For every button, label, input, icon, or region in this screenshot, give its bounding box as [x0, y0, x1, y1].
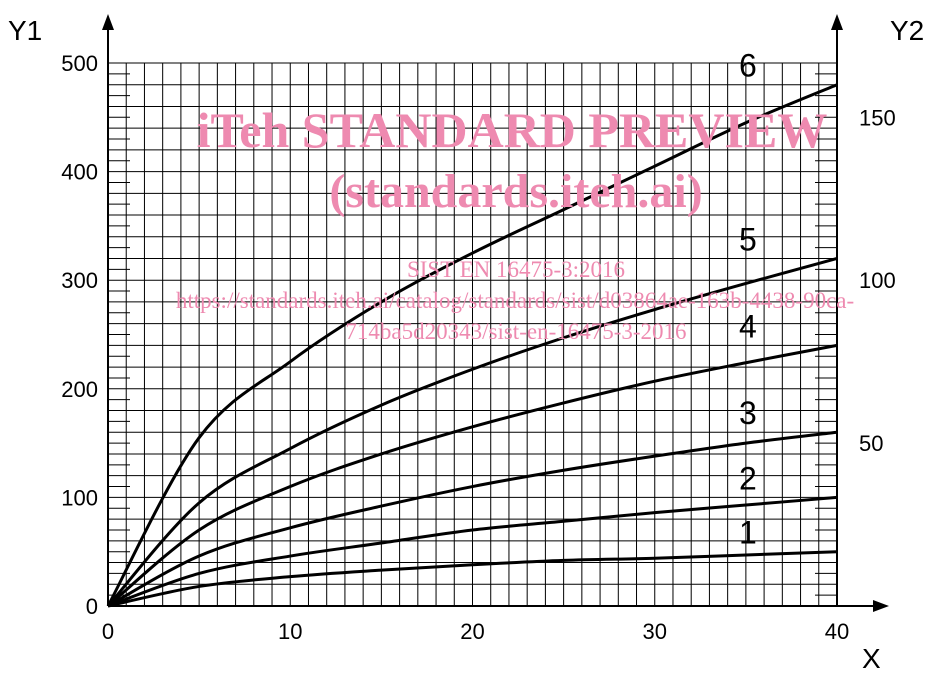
y2-tick-label: 50 — [859, 431, 883, 456]
x-tick-label: 0 — [102, 619, 114, 644]
y2-tick-label: 150 — [859, 105, 896, 130]
watermark-standard: SIST EN 16475-3:2016 — [407, 257, 625, 282]
x-tick-label: 20 — [460, 619, 484, 644]
series-label-3: 3 — [739, 395, 757, 431]
series-label-4: 4 — [739, 308, 757, 344]
y1-tick-label: 100 — [61, 485, 98, 510]
y2-tick-label: 100 — [859, 268, 896, 293]
y2-axis-label: Y2 — [890, 15, 924, 46]
series-label-2: 2 — [739, 460, 757, 496]
axes — [102, 14, 889, 612]
y2-axis-arrow — [831, 14, 843, 30]
series-line-3 — [107, 430, 838, 608]
series-label-5: 5 — [739, 221, 757, 257]
y1-tick-label: 300 — [61, 268, 98, 293]
x-tick-label: 30 — [643, 619, 667, 644]
series-label-6: 6 — [739, 48, 757, 84]
watermark: iTeh STANDARD PREVIEW (standards.iteh.ai… — [176, 102, 854, 344]
series-line-2 — [107, 495, 838, 608]
y1-axis-arrow — [102, 14, 114, 30]
series-label-1: 1 — [739, 515, 757, 551]
series-line-6 — [106, 83, 838, 607]
watermark-url: https://standards.iteh.ai/catalog/standa… — [176, 288, 854, 313]
x-axis-arrow — [873, 600, 889, 612]
x-tick-label: 10 — [278, 619, 302, 644]
y1-tick-label: 400 — [61, 160, 98, 185]
watermark-title: iTeh STANDARD PREVIEW — [197, 102, 828, 158]
x-axis-label: X — [862, 643, 881, 673]
watermark-url-suffix: 714ba5d20343/sist-en-16475-3-2016 — [345, 319, 686, 344]
y1-tick-label: 200 — [61, 377, 98, 402]
series-line-5 — [106, 257, 838, 607]
x-tick-label: 40 — [825, 619, 849, 644]
series-labels: 1 2 3 4 5 6 — [739, 48, 757, 551]
watermark-site: (standards.iteh.ai) — [329, 165, 702, 218]
series-lines — [106, 83, 838, 608]
y1-tick-label: 500 — [61, 51, 98, 76]
y1-tick-label: 0 — [86, 594, 98, 619]
series-line-4 — [107, 343, 838, 608]
y1-axis-label: Y1 — [8, 15, 42, 46]
grid — [108, 62, 837, 606]
series-line-1 — [107, 550, 838, 608]
